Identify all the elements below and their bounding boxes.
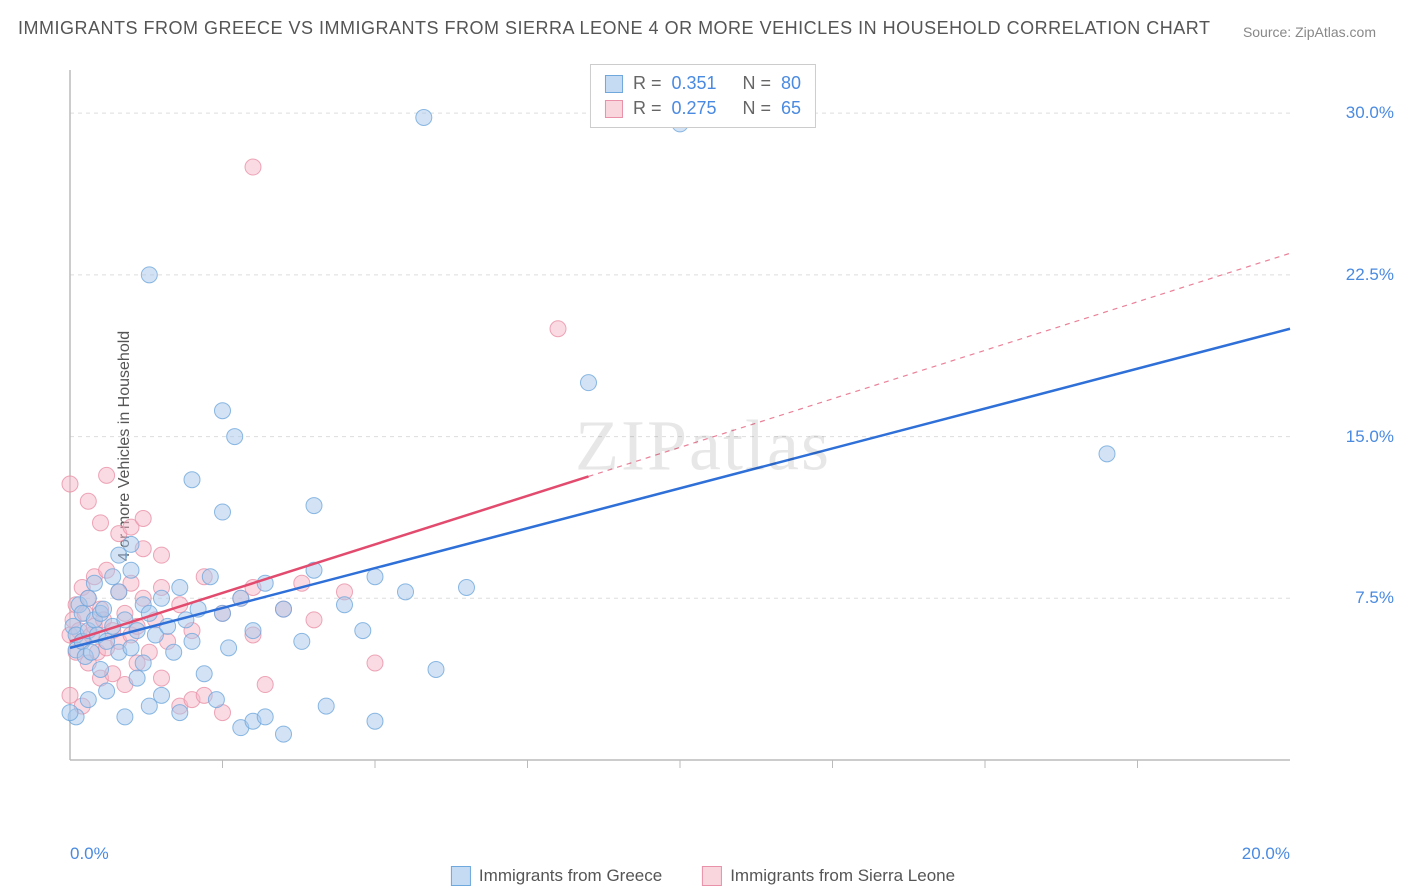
legend-item: Immigrants from Greece <box>451 866 662 886</box>
chart-svg <box>60 60 1380 820</box>
y-tick-label: 15.0% <box>1346 427 1394 447</box>
x-tick-label: 0.0% <box>70 844 109 864</box>
stats-r-value: 0.351 <box>671 73 727 94</box>
legend-bottom: Immigrants from Greece Immigrants from Si… <box>451 866 955 886</box>
legend-label: Immigrants from Greece <box>479 866 662 886</box>
stats-r-label: R = <box>633 98 662 119</box>
stats-row: R = 0.275 N = 65 <box>605 96 801 121</box>
legend-label: Immigrants from Sierra Leone <box>730 866 955 886</box>
stats-n-label: N = <box>737 98 771 119</box>
stats-r-label: R = <box>633 73 662 94</box>
legend-swatch <box>702 866 722 886</box>
correlation-stats-box: R = 0.351 N = 80 R = 0.275 N = 65 <box>590 64 816 128</box>
legend-item: Immigrants from Sierra Leone <box>702 866 955 886</box>
x-tick-label: 20.0% <box>1242 844 1290 864</box>
stats-n-value: 65 <box>781 98 801 119</box>
y-tick-label: 22.5% <box>1346 265 1394 285</box>
plot-area <box>60 60 1380 820</box>
stats-swatch <box>605 75 623 93</box>
legend-swatch <box>451 866 471 886</box>
source-prefix: Source: <box>1243 24 1295 40</box>
y-tick-label: 7.5% <box>1355 588 1394 608</box>
source-link[interactable]: ZipAtlas.com <box>1295 24 1376 40</box>
source-attribution: Source: ZipAtlas.com <box>1243 24 1376 40</box>
stats-n-label: N = <box>737 73 771 94</box>
y-tick-label: 30.0% <box>1346 103 1394 123</box>
chart-title: IMMIGRANTS FROM GREECE VS IMMIGRANTS FRO… <box>18 18 1210 39</box>
stats-n-value: 80 <box>781 73 801 94</box>
stats-swatch <box>605 100 623 118</box>
stats-row: R = 0.351 N = 80 <box>605 71 801 96</box>
stats-r-value: 0.275 <box>671 98 727 119</box>
